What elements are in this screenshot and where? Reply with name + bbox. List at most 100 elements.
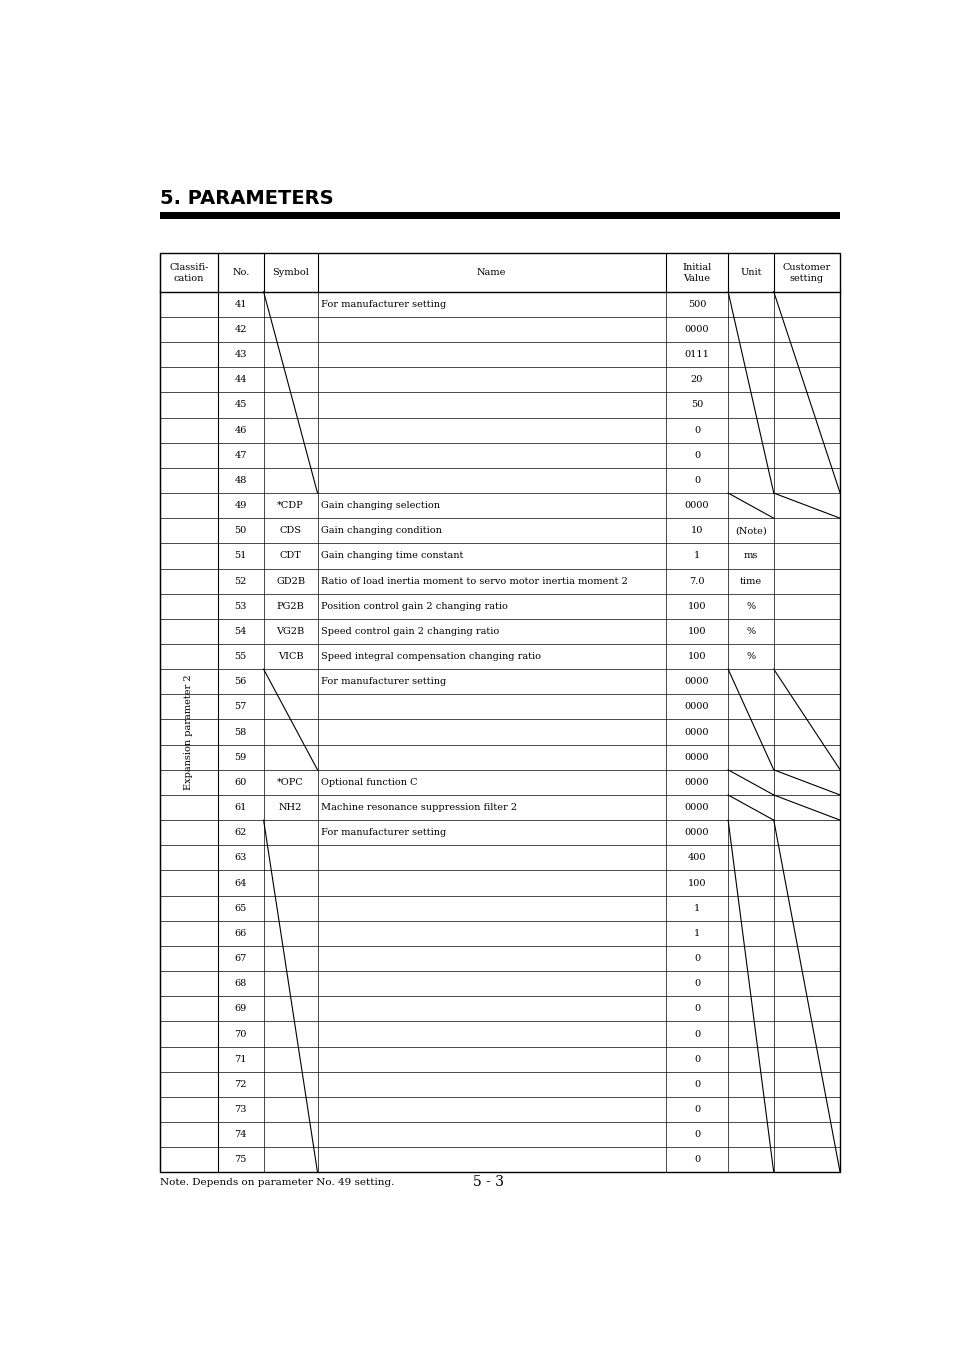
Text: Classifi-
cation: Classifi- cation: [169, 262, 209, 282]
Text: 0: 0: [693, 425, 700, 435]
Text: 5. PARAMETERS: 5. PARAMETERS: [160, 189, 334, 208]
Text: 0: 0: [693, 979, 700, 988]
Text: 0000: 0000: [684, 325, 708, 333]
Text: ms: ms: [743, 551, 758, 560]
Text: 65: 65: [234, 903, 247, 913]
Text: 10: 10: [690, 526, 702, 536]
Text: 0000: 0000: [684, 678, 708, 686]
Text: NH2: NH2: [278, 803, 302, 813]
Text: Gain changing condition: Gain changing condition: [321, 526, 441, 536]
Text: 52: 52: [234, 576, 247, 586]
Text: GD2B: GD2B: [275, 576, 305, 586]
Text: 0: 0: [693, 1080, 700, 1089]
Text: Speed integral compensation changing ratio: Speed integral compensation changing rat…: [321, 652, 540, 662]
Text: 0000: 0000: [684, 828, 708, 837]
Text: For manufacturer setting: For manufacturer setting: [321, 300, 446, 309]
Text: VG2B: VG2B: [276, 626, 304, 636]
Text: Initial
Value: Initial Value: [681, 262, 711, 282]
Text: %: %: [745, 652, 755, 662]
Text: 56: 56: [234, 678, 247, 686]
Text: 63: 63: [234, 853, 247, 863]
Text: 45: 45: [234, 401, 247, 409]
Text: Gain changing time constant: Gain changing time constant: [321, 551, 463, 560]
Text: 68: 68: [234, 979, 247, 988]
Text: 41: 41: [234, 300, 247, 309]
Text: 42: 42: [234, 325, 247, 333]
Text: Unit: Unit: [740, 269, 760, 277]
Text: 54: 54: [234, 626, 247, 636]
Text: 48: 48: [234, 477, 247, 485]
Bar: [160, 254, 840, 1172]
Text: 43: 43: [234, 350, 247, 359]
Text: 0: 0: [693, 1004, 700, 1014]
Text: 59: 59: [234, 753, 247, 761]
Text: 51: 51: [234, 551, 247, 560]
Text: 1: 1: [693, 551, 700, 560]
Text: 500: 500: [687, 300, 705, 309]
Text: 47: 47: [234, 451, 247, 460]
Text: 0: 0: [693, 1156, 700, 1164]
Text: 0: 0: [693, 477, 700, 485]
Text: 44: 44: [234, 375, 247, 385]
Text: 100: 100: [687, 626, 705, 636]
Text: 0000: 0000: [684, 501, 708, 510]
Text: 46: 46: [234, 425, 247, 435]
Text: 49: 49: [234, 501, 247, 510]
Text: 66: 66: [234, 929, 247, 938]
Text: 400: 400: [687, 853, 705, 863]
Text: 0000: 0000: [684, 702, 708, 711]
Text: 71: 71: [234, 1054, 247, 1064]
Text: 0000: 0000: [684, 778, 708, 787]
Text: Machine resonance suppression filter 2: Machine resonance suppression filter 2: [321, 803, 517, 813]
Text: time: time: [740, 576, 761, 586]
Text: 70: 70: [234, 1030, 247, 1038]
Text: Optional function C: Optional function C: [321, 778, 417, 787]
Text: Note. Depends on parameter No. 49 setting.: Note. Depends on parameter No. 49 settin…: [160, 1177, 394, 1187]
Text: %: %: [745, 626, 755, 636]
Text: 0: 0: [693, 1054, 700, 1064]
Text: CDT: CDT: [279, 551, 301, 560]
Text: 5 - 3: 5 - 3: [473, 1174, 504, 1189]
Text: PG2B: PG2B: [276, 602, 304, 610]
Text: 0: 0: [693, 1130, 700, 1139]
Text: Name: Name: [476, 269, 506, 277]
Text: Gain changing selection: Gain changing selection: [321, 501, 439, 510]
Text: 61: 61: [234, 803, 247, 813]
Text: 64: 64: [234, 879, 247, 887]
Text: 72: 72: [234, 1080, 247, 1089]
Text: Speed control gain 2 changing ratio: Speed control gain 2 changing ratio: [321, 626, 499, 636]
Text: 20: 20: [690, 375, 702, 385]
Text: For manufacturer setting: For manufacturer setting: [321, 678, 446, 686]
Text: 1: 1: [693, 929, 700, 938]
Text: 0000: 0000: [684, 803, 708, 813]
Text: Symbol: Symbol: [272, 269, 309, 277]
Text: Ratio of load inertia moment to servo motor inertia moment 2: Ratio of load inertia moment to servo mo…: [321, 576, 627, 586]
Text: *CDP: *CDP: [277, 501, 304, 510]
Text: Position control gain 2 changing ratio: Position control gain 2 changing ratio: [321, 602, 508, 610]
Text: 100: 100: [687, 652, 705, 662]
Text: No.: No.: [232, 269, 250, 277]
Text: 60: 60: [234, 778, 247, 787]
Text: 50: 50: [690, 401, 702, 409]
Text: CDS: CDS: [279, 526, 301, 536]
Text: Expansion parameter 2: Expansion parameter 2: [184, 674, 193, 790]
Text: 7.0: 7.0: [689, 576, 704, 586]
Text: 58: 58: [234, 728, 247, 737]
Text: 57: 57: [234, 702, 247, 711]
Text: 0111: 0111: [684, 350, 709, 359]
Text: 0: 0: [693, 1030, 700, 1038]
Text: 67: 67: [234, 954, 247, 963]
Text: 62: 62: [234, 828, 247, 837]
Text: 1: 1: [693, 903, 700, 913]
Text: 75: 75: [234, 1156, 247, 1164]
Text: %: %: [745, 602, 755, 610]
Text: (Note): (Note): [735, 526, 766, 536]
Text: 0000: 0000: [684, 753, 708, 761]
Text: 100: 100: [687, 602, 705, 610]
Text: 74: 74: [234, 1130, 247, 1139]
Text: *OPC: *OPC: [277, 778, 304, 787]
Text: 73: 73: [234, 1106, 247, 1114]
Text: 53: 53: [234, 602, 247, 610]
Text: VICB: VICB: [277, 652, 303, 662]
Text: 69: 69: [234, 1004, 247, 1014]
